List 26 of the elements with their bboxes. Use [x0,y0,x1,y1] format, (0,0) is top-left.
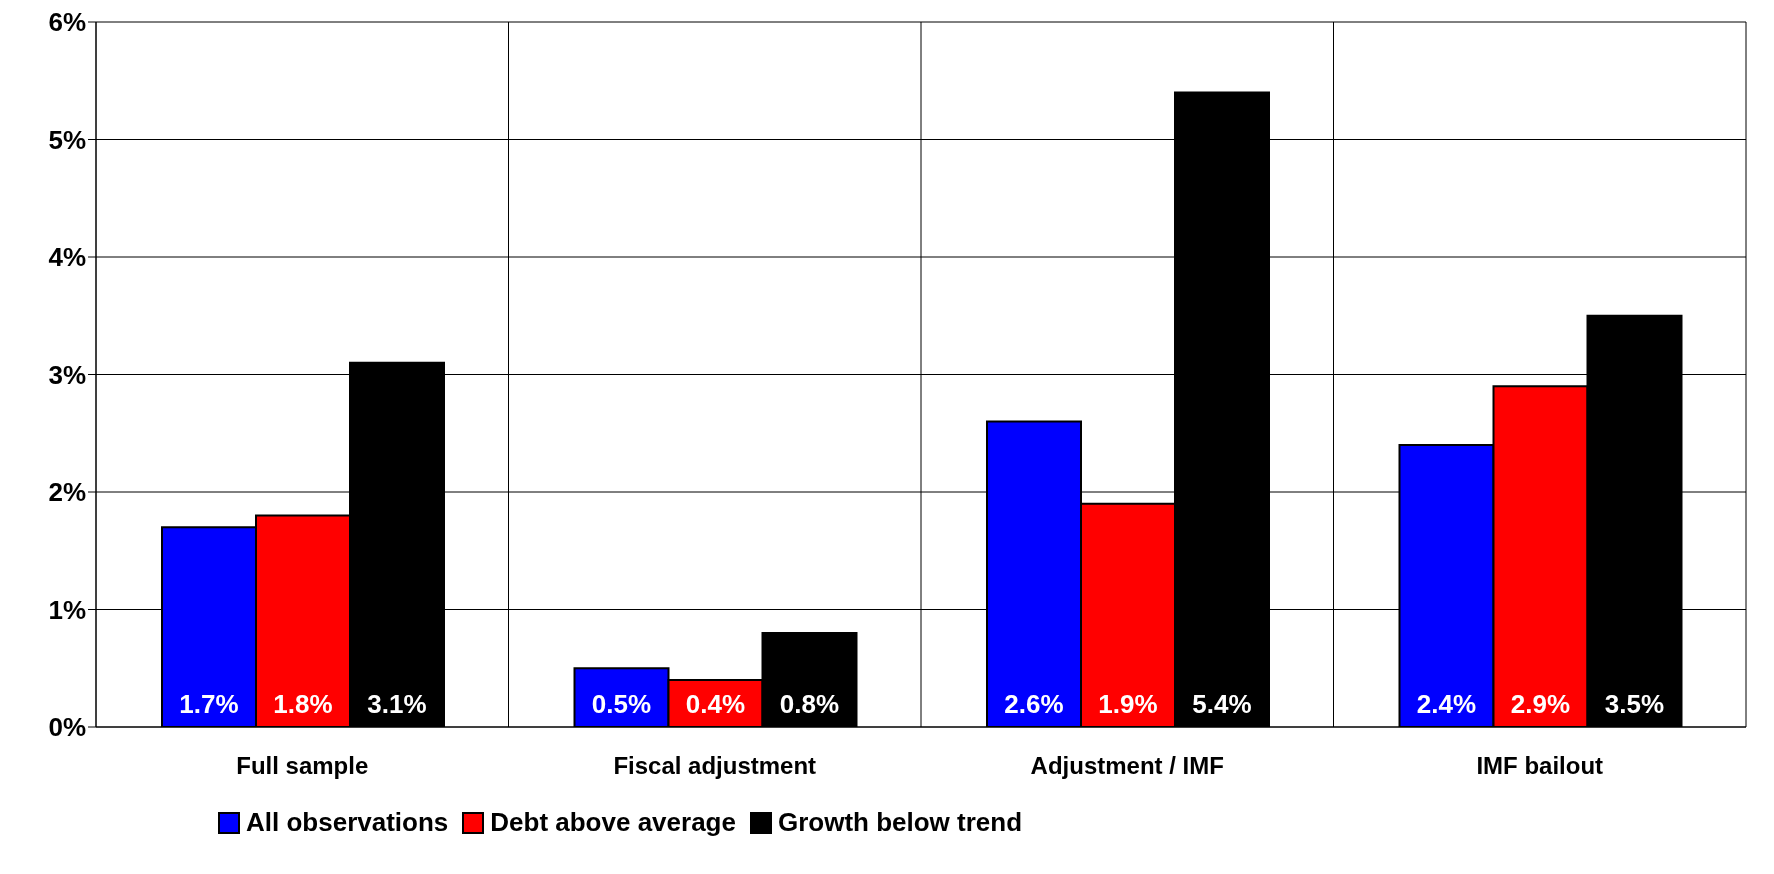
data-label: 1.7% [179,689,239,719]
data-label: 0.5% [591,689,652,719]
data-label: 2.9% [1510,689,1571,719]
x-tick-label: IMF bailout [1476,752,1604,780]
y-tick-label: 2% [48,477,86,508]
data-label: 0.8% [779,689,840,719]
x-tick-label: Full sample [236,752,369,780]
data-label: 2.4% [1416,689,1477,719]
y-tick-label: 5% [48,124,86,155]
data-label: 3.5% [1604,689,1665,719]
x-tick-label: Adjustment / IMF [1030,752,1224,780]
y-tick-label: 1% [48,594,86,625]
y-tick-label: 3% [48,359,86,390]
y-tick-label: 4% [48,242,86,273]
legend-label: Growth below trend [776,807,1023,838]
data-label: 1.8% [273,689,333,719]
legend-label: Debt above average [489,807,736,838]
data-label: 3.1% [367,689,427,719]
x-tick-label: Fiscal adjustment [613,752,817,780]
y-tick-label: 0% [48,712,86,743]
y-tick-label: 6% [48,7,86,38]
data-label: 5.4% [1192,689,1252,719]
data-label: 0.4% [685,689,746,719]
legend-label: All observations [245,807,449,838]
data-label: 2.6% [1004,689,1064,719]
data-label: 1.9% [1098,689,1158,719]
